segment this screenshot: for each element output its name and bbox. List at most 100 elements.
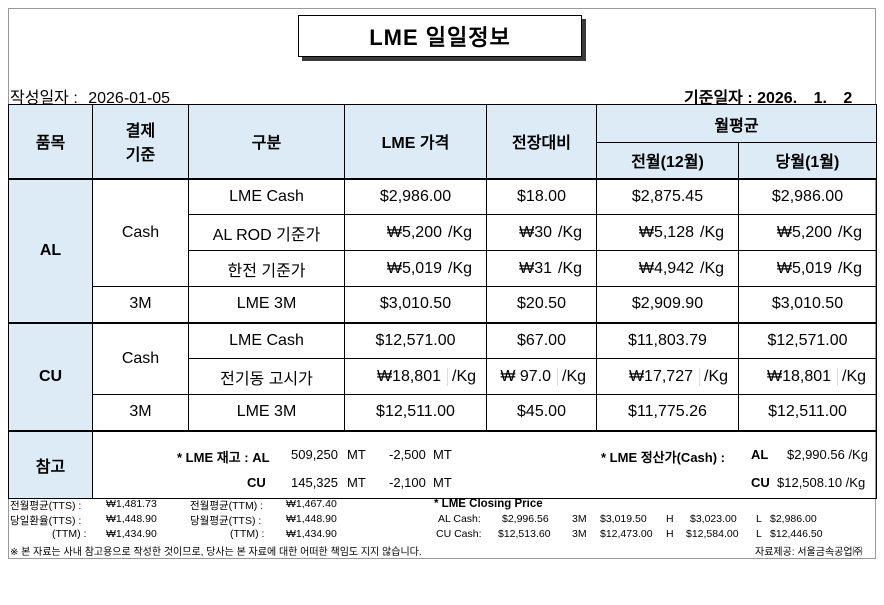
header-settle-line1: 결제 xyxy=(125,123,156,141)
closing-al-h: $3,023.00 xyxy=(690,513,737,525)
fx-label: 당일환율(TTS) : xyxy=(10,515,82,527)
unit-label: /Kg xyxy=(448,259,473,277)
prev-month-cell: ₩5,128/Kg xyxy=(596,214,739,251)
closing-cu-l-label: L xyxy=(756,528,762,540)
header-settle-line2: 기준 xyxy=(125,147,156,165)
unit-label: /Kg xyxy=(700,223,725,241)
written-date: 작성일자 : 2026-01-05 xyxy=(10,84,170,108)
closing-al-l-label: L xyxy=(756,513,762,525)
fx-label: 당월평균(TTS) : xyxy=(190,515,262,527)
category-cell: LME 3M xyxy=(188,286,345,323)
unit-label: /Kg xyxy=(700,259,725,277)
fx-value: ₩1,467.40 xyxy=(286,498,337,510)
base-date-label: 기준일자 : xyxy=(684,90,753,107)
price-amount: ₩5,200 xyxy=(386,223,442,241)
this-month-cell: $2,986.00 xyxy=(737,177,878,215)
closing-cu-3m-label: 3M xyxy=(572,528,587,540)
fx-value: ₩1,481.73 xyxy=(106,498,157,510)
closing-al-3m-label: 3M xyxy=(572,513,587,525)
category-cell: LME Cash xyxy=(188,321,345,359)
report-title-text: LME 일일정보 xyxy=(369,25,511,50)
category-cell: AL ROD 기준가 xyxy=(188,214,345,251)
closing-title: * LME Closing Price xyxy=(434,498,543,510)
settle-al-cash: Cash xyxy=(92,177,189,287)
table-row: 한전 기준가 ₩5,019/Kg ₩31/Kg ₩4,942/Kg ₩5,019… xyxy=(9,250,878,287)
curr-amount: ₩5,200 xyxy=(776,223,833,241)
this-month-cell: $12,511.00 xyxy=(737,394,878,431)
price-cell: $12,511.00 xyxy=(344,394,487,431)
disclaimer: ※ 본 자료는 사내 참고용으로 작성한 것이므로, 당사는 본 자료에 대한 … xyxy=(10,547,422,558)
this-month-cell: ₩5,019/Kg xyxy=(737,250,878,287)
closing-al-cash: $2,996.56 xyxy=(502,513,549,525)
prev-amount: ₩4,942 xyxy=(638,259,694,277)
unit-label: /Kg xyxy=(842,367,867,385)
prev-month-cell: $2,875.45 xyxy=(596,177,739,215)
price-cell: ₩18,801/Kg xyxy=(344,358,487,395)
al-stock-change: -2,500 xyxy=(389,446,426,462)
written-date-value: 2026-01-05 xyxy=(88,90,171,107)
this-month-cell: $12,571.00 xyxy=(737,321,878,359)
unit-label: /Kg xyxy=(838,259,863,277)
al-stock-change-unit: MT xyxy=(433,446,452,462)
change-amount: ₩ 97.0 xyxy=(487,367,558,386)
fx-value: ₩1,434.90 xyxy=(106,528,157,540)
cu-stock: 145,325 xyxy=(291,474,338,490)
curr-amount: ₩5,019 xyxy=(776,259,833,277)
price-cell: $2,986.00 xyxy=(344,177,487,215)
unit-label: /Kg xyxy=(558,259,583,277)
settle-cu-label: CU xyxy=(751,474,770,490)
this-month-cell: $3,010.50 xyxy=(737,286,878,323)
header-monthly-avg: 월평균 xyxy=(595,104,878,143)
cu-stock-unit: MT xyxy=(347,474,366,490)
prev-month-cell: ₩4,942/Kg xyxy=(596,250,739,287)
reference-content: * LME 재고 : AL 509,250 MT -2,500 MT CU 14… xyxy=(91,429,878,499)
data-source: 자료제공: 서울금속공업㈜ xyxy=(755,547,863,558)
cu-stock-label: CU xyxy=(247,474,266,490)
stock-label: * LME 재고 : AL xyxy=(177,449,270,465)
fx-value: ₩1,448.90 xyxy=(286,513,337,525)
al-stock: 509,250 xyxy=(291,446,338,462)
prev-month-cell: ₩17,727/Kg xyxy=(596,358,739,395)
fx-label: 전월평균(TTS) : xyxy=(10,500,82,512)
settle-cu-value: $12,508.10 /Kg xyxy=(777,474,866,490)
header-this-month: 당월(1월) xyxy=(737,142,878,179)
this-month-cell: ₩5,200/Kg xyxy=(737,214,878,251)
unit-label: /Kg xyxy=(704,367,729,385)
category-cell: LME Cash xyxy=(188,177,345,215)
unit-label: /Kg xyxy=(838,223,863,241)
closing-cu-3m: $12,473.00 xyxy=(600,528,653,540)
header-lme-price: LME 가격 xyxy=(344,104,487,179)
header-category: 구분 xyxy=(188,104,345,179)
closing-cu-h-label: H xyxy=(666,528,674,540)
change-cell: ₩ 97.0/Kg xyxy=(486,358,597,395)
price-amount: ₩5,019 xyxy=(386,259,442,277)
reference-row: 참고 * LME 재고 : AL 509,250 MT -2,500 MT CU… xyxy=(8,429,878,499)
header-row-1: 품목 결제 기준 구분 LME 가격 전장대비 월평균 xyxy=(8,104,878,179)
fx-value: ₩1,434.90 xyxy=(286,528,337,540)
closing-al-l: $2,986.00 xyxy=(770,513,817,525)
unit-label: /Kg xyxy=(562,367,587,385)
settle-al-value: $2,990.56 /Kg xyxy=(787,446,868,462)
settle-cu-cash: Cash xyxy=(92,321,189,395)
settle-label: * LME 정산가(Cash) : xyxy=(601,449,725,465)
closing-al-3m: $3,019.50 xyxy=(600,513,647,525)
category-cell: 한전 기준가 xyxy=(188,250,345,287)
unit-label: /Kg xyxy=(452,367,477,385)
change-cell: $20.50 xyxy=(486,286,597,323)
price-cell: $3,010.50 xyxy=(344,286,487,323)
price-cell: ₩5,200/Kg xyxy=(344,214,487,251)
change-cell: $67.00 xyxy=(486,321,597,359)
change-amount: ₩31 xyxy=(519,259,552,277)
closing-cu-l: $12,446.50 xyxy=(770,528,823,540)
settle-al-3m: 3M xyxy=(92,286,189,323)
category-cell: 전기동 고시가 xyxy=(188,358,345,395)
closing-al-h-label: H xyxy=(666,513,674,525)
prev-amount: ₩17,727 xyxy=(597,367,700,386)
unit-label: /Kg xyxy=(558,223,583,241)
category-cell: LME 3M xyxy=(188,394,345,431)
header-item: 품목 xyxy=(8,104,93,179)
report-title: LME 일일정보 xyxy=(298,15,582,57)
change-cell: ₩31/Kg xyxy=(486,250,597,287)
table-row: 전기동 고시가 ₩18,801/Kg ₩ 97.0/Kg ₩17,727/Kg … xyxy=(9,358,878,395)
